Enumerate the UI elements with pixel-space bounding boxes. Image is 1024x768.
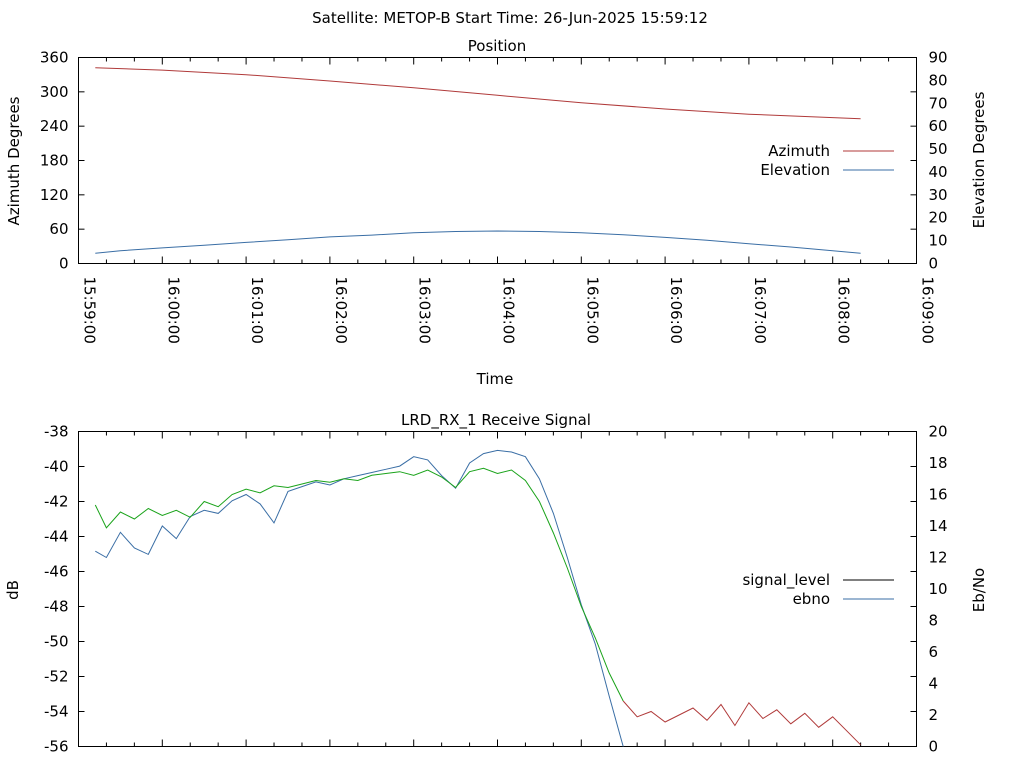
signal-ytick-label: -48 [44, 598, 69, 616]
position-ytick-label: 180 [40, 152, 69, 170]
signal-y2tick-label: 18 [929, 454, 948, 472]
position-xtick-label: 16:02:00 [332, 277, 350, 344]
position-y2tick-label: 40 [929, 163, 948, 181]
signal-ytick-label: -56 [44, 738, 69, 756]
position-y2tick-label: 70 [929, 94, 948, 112]
signal-ytick-label: -44 [44, 528, 69, 546]
signal-ytick-label: -50 [44, 633, 69, 651]
signal-chart: LRD_RX_1 Receive Signal -56 -54 -52 -50 -48 -… [4, 411, 988, 756]
position-ytick-label: 60 [49, 220, 68, 238]
signal-y2tick-label: 2 [929, 706, 939, 724]
series-line-elevation [95, 230, 861, 254]
position-xtick-label: 16:03:00 [416, 277, 434, 344]
signal-chart-title: LRD_RX_1 Receive Signal [401, 411, 591, 430]
position-chart-title: Position [468, 37, 526, 55]
position-y-axis-label: Azimuth Degrees [5, 96, 23, 225]
position-ytick-label: 120 [40, 186, 69, 204]
position-xtick-label: 16:06:00 [667, 277, 685, 344]
legend-label-signal-level: signal_level [742, 571, 830, 590]
signal-y2tick-label: 10 [929, 580, 948, 598]
signal-y2tick-label: 0 [929, 738, 939, 756]
legend-label-ebno: ebno [793, 590, 830, 608]
signal-y2tick-label: 6 [929, 643, 939, 661]
position-xtick-label: 16:01:00 [248, 277, 266, 344]
series-line-ebno [95, 449, 624, 747]
position-ytick-label: 240 [40, 117, 69, 135]
legend-label-elevation: Elevation [760, 161, 830, 179]
series-line-signal-level-locked [94, 467, 624, 702]
signal-ytick-label: -46 [44, 563, 69, 581]
position-xtick-label: 16:04:00 [500, 277, 518, 344]
signal-ytick-label: -38 [44, 423, 69, 441]
position-x-axis-label: Time [476, 370, 514, 388]
position-y2tick-label: 10 [929, 232, 948, 250]
position-y2tick-label: 30 [929, 186, 948, 204]
position-xtick-label: 16:07:00 [751, 277, 769, 344]
figure-suptitle: Satellite: METOP-B Start Time: 26-Jun-20… [312, 9, 708, 27]
legend-label-azimuth: Azimuth [768, 142, 830, 160]
position-xtick-label: 16:05:00 [583, 277, 601, 344]
position-y2tick-label: 20 [929, 209, 948, 227]
position-y2tick-label: 50 [929, 140, 948, 158]
signal-y2-axis-label: Eb/No [970, 568, 988, 612]
position-y2-axis-label: Elevation Degrees [970, 91, 988, 228]
position-y2tick-label: 60 [929, 117, 948, 135]
position-y2tick-label: 90 [929, 49, 948, 67]
signal-legend: signal_level ebno [742, 571, 894, 608]
signal-plot-frame [78, 431, 917, 747]
position-legend: Azimuth Elevation [760, 142, 894, 179]
position-xtick-label: 16:08:00 [835, 277, 853, 344]
position-ytick-label: 360 [40, 49, 69, 67]
position-ytick-label: 0 [59, 255, 69, 273]
signal-y-axis-label: dB [4, 580, 22, 600]
position-xtick-label: 16:09:00 [919, 277, 937, 344]
series-line-signal-level [622, 700, 861, 746]
position-ytick-label: 300 [40, 83, 69, 101]
position-xtick-label: 15:59:00 [81, 277, 99, 344]
signal-y2tick-label: 20 [929, 423, 948, 441]
series-line-azimuth [95, 67, 861, 120]
position-y2tick-label: 0 [929, 255, 939, 273]
signal-ytick-label: -42 [44, 493, 69, 511]
signal-y2tick-label: 14 [929, 517, 948, 535]
position-chart: Position 0 60 120 180 240 300 360 0 10 20 30 40 50 6… [5, 37, 988, 388]
signal-y2tick-label: 12 [929, 549, 948, 567]
signal-y2tick-label: 16 [929, 486, 948, 504]
signal-ytick-label: -40 [44, 458, 69, 476]
signal-y2tick-label: 8 [929, 612, 939, 630]
position-xtick-label: 16:00:00 [164, 277, 182, 344]
position-y2tick-label: 80 [929, 71, 948, 89]
signal-ytick-label: -54 [44, 703, 69, 721]
signal-y2tick-label: 4 [929, 675, 939, 693]
signal-ytick-label: -52 [44, 668, 69, 686]
